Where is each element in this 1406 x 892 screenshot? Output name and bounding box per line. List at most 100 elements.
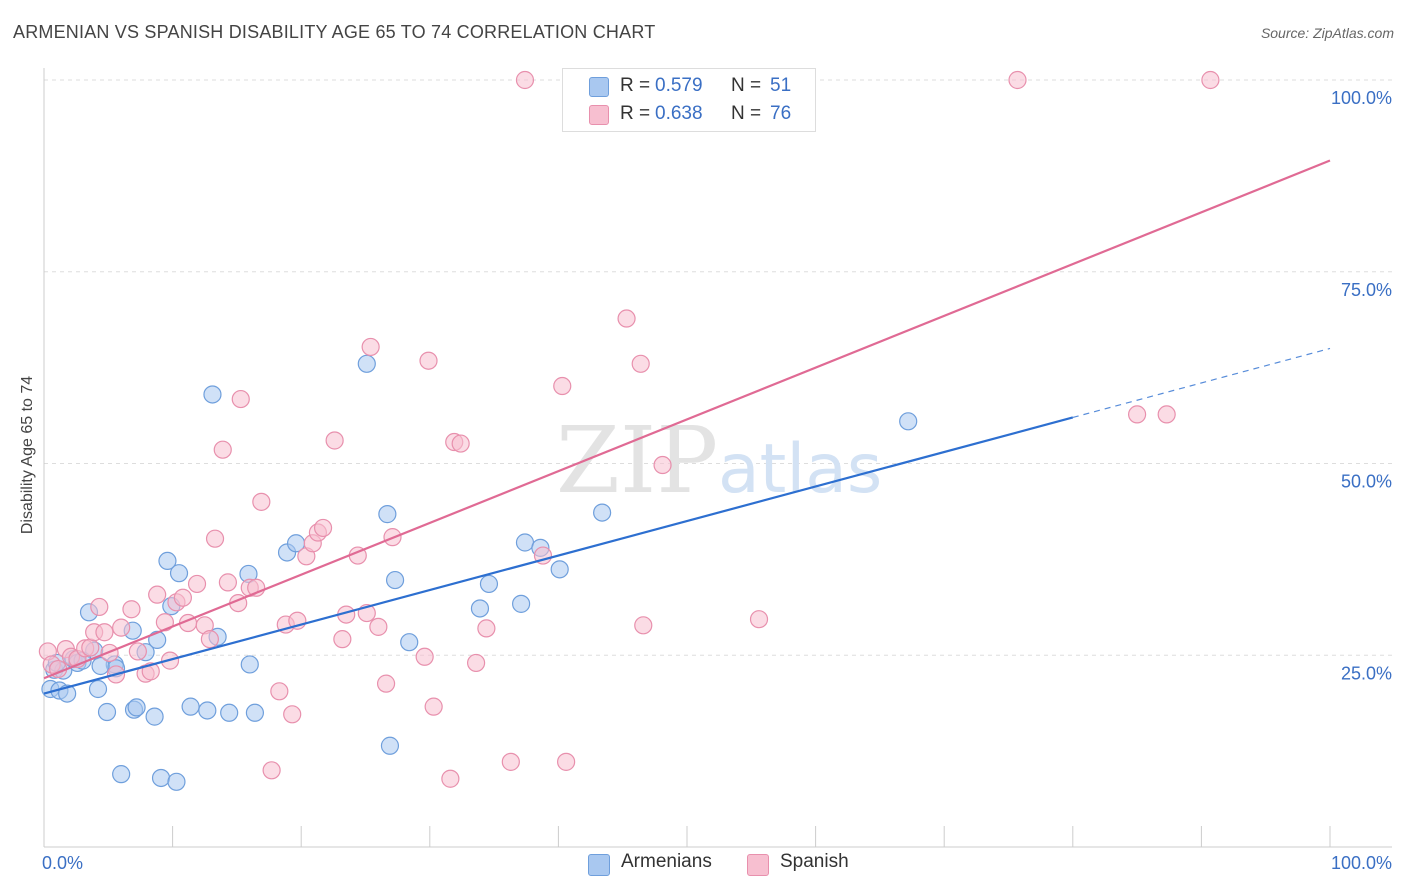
chart-title: ARMENIAN VS SPANISH DISABILITY AGE 65 TO… <box>13 22 656 42</box>
spanish-point <box>325 431 344 450</box>
armenian-point <box>245 703 265 722</box>
spanish-point <box>617 309 636 328</box>
armenian-point <box>198 701 217 720</box>
armenians-trend-line <box>43 416 1074 695</box>
armenians-legend-label: Armenians <box>621 851 712 872</box>
spanish-point <box>441 769 460 788</box>
spanish-point <box>451 434 470 453</box>
armenian-point <box>127 698 146 717</box>
armenian-point <box>145 707 164 726</box>
spanish-point <box>501 752 520 771</box>
armenian-point <box>88 679 108 699</box>
armenian-point <box>512 594 531 613</box>
armenian-point <box>91 656 110 676</box>
spanish-r-value: 0.638 <box>655 103 703 124</box>
armenians-r-label: R = <box>620 75 651 96</box>
spanish-point <box>749 610 769 629</box>
armenian-point <box>357 354 376 373</box>
spanish-point <box>1201 70 1220 90</box>
y-tick-label: 75.0% <box>1341 280 1392 300</box>
y-axis-title: Disability Age 65 to 74 <box>19 375 36 535</box>
armenian-point <box>169 564 189 583</box>
x-tick-label-min: 0.0% <box>42 853 83 873</box>
x-tick-label-max: 100.0% <box>1331 853 1392 873</box>
spanish-point <box>81 638 100 657</box>
spanish-point <box>200 630 219 649</box>
spanish-point <box>128 642 147 661</box>
spanish-trend-line <box>43 159 1331 680</box>
spanish-point <box>333 630 352 649</box>
armenian-point <box>220 703 239 722</box>
spanish-point <box>477 619 496 638</box>
armenians-legend-swatch <box>588 854 610 876</box>
armenian-point <box>593 503 612 522</box>
spanish-point <box>419 351 438 370</box>
spanish-point <box>369 617 388 636</box>
spanish-point <box>631 354 650 373</box>
armenian-point <box>112 765 131 784</box>
armenian-point <box>151 768 171 788</box>
spanish-point <box>262 761 281 780</box>
spanish-point <box>112 618 131 637</box>
armenian-point <box>470 599 490 618</box>
spanish-swatch <box>589 105 609 125</box>
armenian-point <box>400 633 419 652</box>
armenian-point <box>550 560 569 579</box>
spanish-point <box>122 600 141 619</box>
spanish-point <box>231 389 250 409</box>
spanish-point <box>424 697 443 716</box>
spanish-point <box>90 597 109 617</box>
source-label: Source: ZipAtlas.com <box>1260 25 1394 41</box>
armenians-r-value: 0.579 <box>655 75 703 96</box>
spanish-point <box>218 573 237 592</box>
armenian-point <box>167 772 186 791</box>
spanish-point <box>95 623 114 642</box>
y-tick-label: 100.0% <box>1331 88 1392 108</box>
armenian-point <box>385 570 405 590</box>
spanish-point <box>415 647 434 666</box>
spanish-point <box>653 455 672 475</box>
armenian-point <box>240 655 259 674</box>
spanish-legend-label: Spanish <box>780 851 849 872</box>
armenian-point <box>378 505 397 524</box>
spanish-point <box>376 674 396 693</box>
spanish-point <box>252 492 271 511</box>
y-tick-label: 50.0% <box>1341 472 1392 492</box>
armenians-n-label: N = <box>731 75 762 96</box>
spanish-point <box>270 682 289 701</box>
armenian-point <box>479 574 499 594</box>
spanish-point <box>557 752 576 771</box>
armenian-point <box>380 736 400 755</box>
spanish-point <box>634 616 653 635</box>
spanish-point <box>466 653 486 673</box>
armenian-point <box>899 412 918 431</box>
armenians-swatch <box>589 77 609 97</box>
stats-legend: R = 0.579 N = 51 R = 0.638 N = 76 <box>562 68 816 132</box>
spanish-point <box>187 574 207 594</box>
armenian-point <box>181 697 200 716</box>
spanish-point <box>205 529 225 548</box>
armenian-point <box>203 385 222 404</box>
watermark-zip: ZIP <box>556 407 718 514</box>
armenian-point <box>158 551 177 571</box>
spanish-n-value: 76 <box>770 103 792 124</box>
watermark-atlas: atlas <box>718 430 882 509</box>
spanish-legend-swatch <box>747 854 769 876</box>
spanish-point <box>361 337 380 357</box>
armenians-n-value: 51 <box>770 75 792 96</box>
armenians-trend-extension <box>1072 347 1331 419</box>
spanish-point <box>1008 70 1027 90</box>
y-tick-label: 25.0% <box>1341 663 1392 683</box>
spanish-point <box>1127 405 1147 424</box>
armenian-point <box>97 702 117 722</box>
spanish-point <box>148 585 167 604</box>
spanish-point <box>515 70 535 90</box>
spanish-point <box>1157 405 1176 424</box>
spanish-point <box>213 440 232 459</box>
armenian-point <box>148 630 167 650</box>
spanish-point <box>173 588 192 607</box>
spanish-n-label: N = <box>731 103 762 124</box>
spanish-point <box>283 705 302 724</box>
armenian-point <box>515 533 535 552</box>
spanish-r-label: R = <box>620 103 651 124</box>
